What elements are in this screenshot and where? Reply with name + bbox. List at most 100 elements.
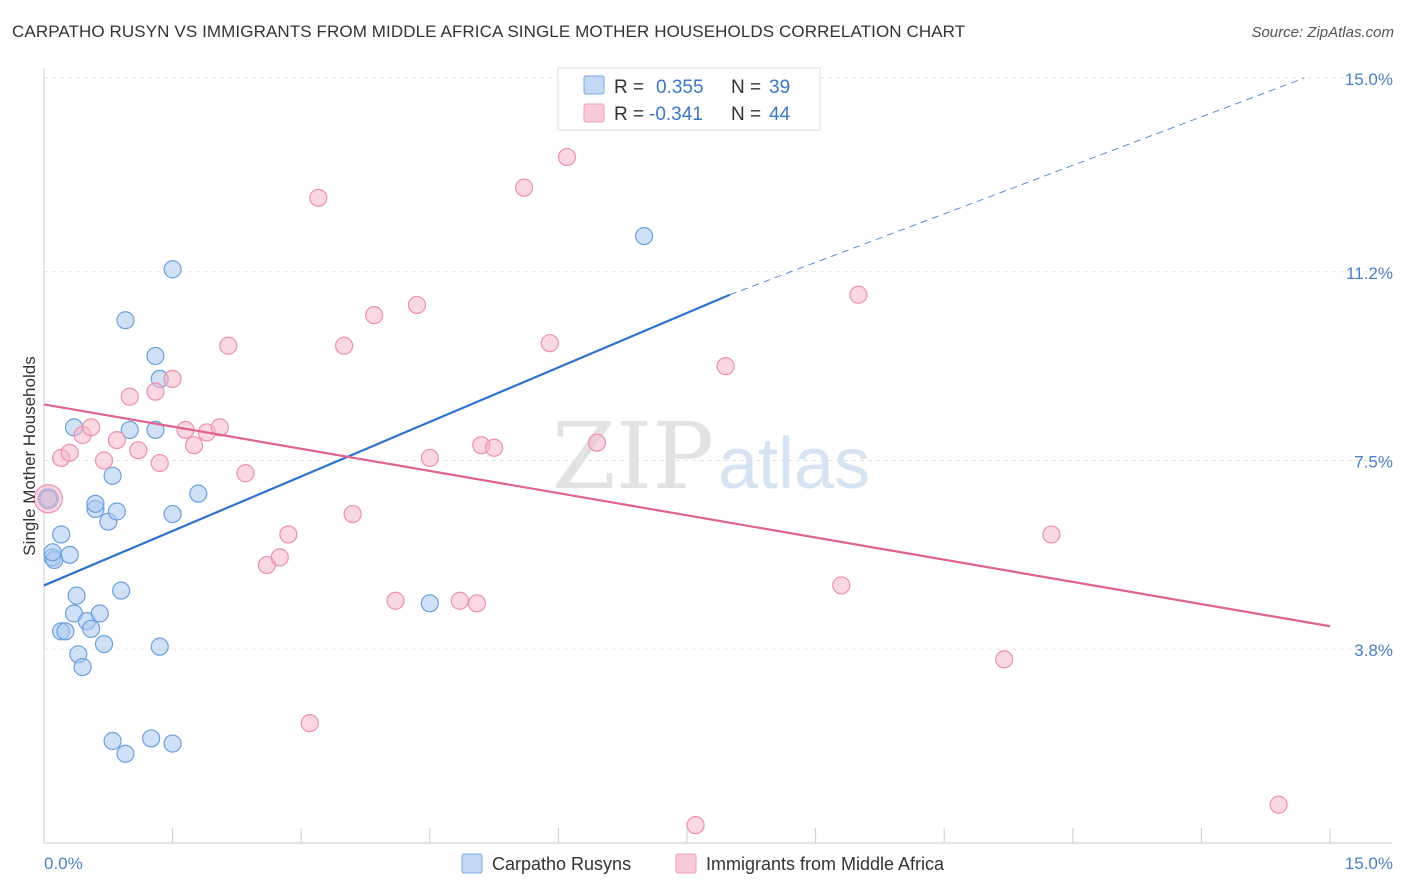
rusyn-point-8 bbox=[56, 622, 75, 641]
rusyn-point-6 bbox=[67, 586, 86, 605]
africa-point-33 bbox=[557, 147, 577, 167]
africa-point-4 bbox=[82, 418, 101, 437]
rusyn-point-10 bbox=[73, 657, 92, 677]
africa-point-30 bbox=[485, 438, 504, 457]
trend-lines bbox=[43, 77, 1331, 628]
rusyn-point-28 bbox=[163, 260, 182, 279]
y-tick-label-3: 15.0% bbox=[1345, 70, 1393, 89]
africa-point-35 bbox=[686, 816, 705, 835]
africa-point-22 bbox=[334, 336, 354, 355]
series-swatch-blue bbox=[461, 853, 483, 874]
africa-point-39 bbox=[995, 650, 1014, 669]
rusyn-point-4 bbox=[60, 545, 79, 564]
series-legend: Carpatho Rusyns Immigrants from Middle A… bbox=[461, 853, 945, 874]
africa-point-17 bbox=[236, 464, 255, 483]
series-label-blue: Carpatho Rusyns bbox=[492, 854, 631, 874]
rusyn-point-36 bbox=[120, 420, 139, 439]
africa-point-2 bbox=[60, 443, 79, 462]
rusyn-point-14 bbox=[90, 604, 109, 623]
africa-point-40 bbox=[1042, 525, 1061, 544]
grid-lines bbox=[44, 77, 1392, 650]
africa-point-13 bbox=[184, 436, 204, 455]
rusyn-point-30 bbox=[189, 484, 208, 503]
africa-point-10 bbox=[150, 453, 169, 473]
rusyn-point-22 bbox=[142, 729, 161, 748]
rusyn-point-19 bbox=[112, 581, 131, 600]
rusyn-point-26 bbox=[146, 346, 165, 366]
africa-point-37 bbox=[832, 576, 851, 595]
africa-point-24 bbox=[364, 306, 384, 325]
rusyn-point-27 bbox=[150, 637, 169, 656]
rusyn-point-15 bbox=[94, 634, 114, 654]
legend-r-label-1: R = bbox=[614, 77, 644, 98]
legend-r-value-2: -0.341 bbox=[649, 104, 703, 125]
legend-swatch-pink bbox=[583, 103, 605, 123]
x-tick-label-min: 0.0% bbox=[44, 854, 83, 873]
africa-point-19 bbox=[270, 548, 289, 567]
y-tick-label-2: 11.2% bbox=[1346, 264, 1393, 283]
africa-point-28 bbox=[450, 591, 469, 610]
africa-trend-line bbox=[43, 403, 1331, 628]
source-credit: Source: ZipAtlas.com bbox=[1251, 24, 1394, 41]
rusyn-point-33 bbox=[420, 594, 439, 613]
data-points bbox=[33, 147, 1288, 835]
rusyn-point-20 bbox=[103, 731, 122, 751]
africa-point-5 bbox=[94, 451, 114, 470]
rusyn-point-31 bbox=[116, 311, 135, 330]
africa-point-6 bbox=[107, 431, 126, 450]
rusyn-point-29 bbox=[163, 504, 182, 524]
africa-point-11 bbox=[163, 369, 182, 388]
rusyn-trend-extension bbox=[729, 77, 1305, 296]
africa-point-42 bbox=[300, 714, 319, 733]
africa-point-38 bbox=[849, 285, 868, 304]
africa-point-43 bbox=[467, 594, 487, 613]
rusyn-point-24 bbox=[146, 420, 165, 439]
africa-point-15 bbox=[210, 418, 229, 437]
y-tick-label-0: 3.8% bbox=[1354, 641, 1393, 660]
africa-point-8 bbox=[129, 441, 148, 460]
legend-n-value-2: 44 bbox=[769, 104, 791, 125]
axes bbox=[43, 68, 1392, 844]
legend-r-value-1: 0.355 bbox=[656, 77, 704, 98]
legend-r-label-2: R = bbox=[614, 104, 644, 125]
watermark-atlas: atlas bbox=[718, 424, 870, 504]
series-swatch-pink bbox=[675, 853, 697, 874]
legend-swatch-blue bbox=[583, 75, 605, 95]
rusyn-point-21 bbox=[116, 744, 135, 763]
x-tick-label-max: 15.0% bbox=[1345, 854, 1393, 873]
rusyn-point-12 bbox=[82, 619, 101, 638]
legend-n-label-2: N = bbox=[731, 104, 761, 125]
africa-point-34 bbox=[587, 433, 607, 452]
africa-point-31 bbox=[515, 178, 534, 197]
rusyn-point-23 bbox=[163, 734, 182, 753]
africa-point-25 bbox=[386, 591, 405, 610]
rusyn-point-17 bbox=[103, 466, 122, 485]
africa-point-23 bbox=[343, 504, 362, 524]
africa-point-20 bbox=[279, 525, 298, 544]
africa-point-7 bbox=[120, 387, 139, 406]
legend-n-label-1: N = bbox=[731, 77, 761, 98]
legend-n-value-1: 39 bbox=[769, 77, 790, 98]
rusyn-point-18 bbox=[107, 502, 126, 521]
africa-point-27 bbox=[420, 448, 439, 468]
correlation-legend: R = 0.355 N = 39 R = -0.341 N = 44 bbox=[557, 67, 821, 131]
rusyn-point-38 bbox=[43, 543, 62, 562]
series-label-pink: Immigrants from Middle Africa bbox=[706, 854, 945, 874]
africa-point-32 bbox=[540, 334, 559, 353]
africa-point-16 bbox=[219, 336, 238, 355]
y-axis-title: Single Mother Households bbox=[20, 356, 39, 555]
rusyn-point-34 bbox=[635, 227, 654, 246]
africa-point-9 bbox=[146, 382, 165, 401]
rusyn-point-32 bbox=[86, 494, 105, 513]
watermark-zip: ZIP bbox=[552, 403, 714, 510]
africa-point-0 bbox=[33, 484, 63, 514]
rusyn-trend-line bbox=[43, 293, 731, 587]
y-tick-label-1: 7.5% bbox=[1354, 453, 1393, 472]
africa-point-21 bbox=[309, 188, 328, 207]
africa-point-36 bbox=[716, 357, 735, 376]
chart-title: CARPATHO RUSYN VS IMMIGRANTS FROM MIDDLE… bbox=[12, 22, 966, 41]
rusyn-point-3 bbox=[52, 525, 71, 544]
y-tick-labels: 3.8% 7.5% 11.2% 15.0% bbox=[1345, 70, 1393, 660]
africa-point-41 bbox=[1269, 795, 1288, 814]
